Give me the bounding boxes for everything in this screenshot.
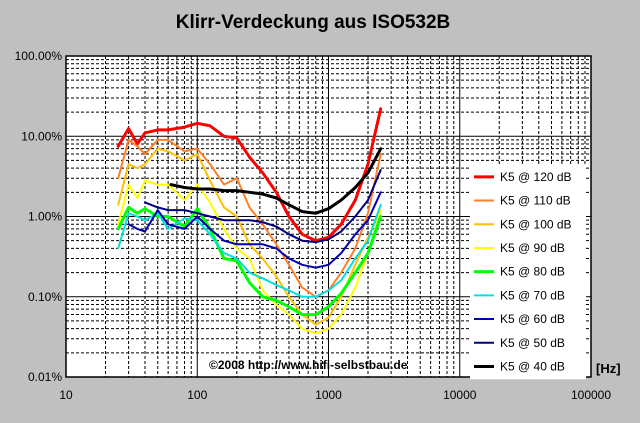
series-lines (116, 107, 383, 335)
series-line-2 (117, 147, 382, 326)
series-line-3 (117, 179, 382, 335)
series-line-0 (116, 107, 383, 243)
legend-label-5: K5 @ 70 dB (500, 288, 565, 302)
legend-label-4: K5 @ 80 dB (500, 265, 565, 279)
legend-label-6: K5 @ 60 dB (500, 312, 565, 326)
y-tick-label: 1.00% (28, 210, 62, 224)
legend-label-7: K5 @ 50 dB (500, 336, 565, 350)
chart-title: Klirr-Verdeckung aus ISO532B (176, 12, 451, 33)
legend-label-0: K5 @ 120 dB (500, 170, 572, 184)
copyright-annotation: ©2008 http://www.hifi-selbstbau.de (209, 358, 408, 372)
series-line-4 (116, 205, 383, 317)
y-tick-label: 10.00% (21, 129, 62, 143)
x-tick-label: 100 (187, 388, 207, 402)
y-tick-label: 0.10% (28, 290, 62, 304)
axis-tick-labels: 0.01% 0.10% 1.00% 10.00% 100.00% 10 100 1000 100… (15, 49, 612, 402)
x-tick-label: 100000 (571, 388, 611, 402)
x-tick-label: 1000 (315, 388, 342, 402)
legend-label-8: K5 @ 40 dB (500, 359, 565, 373)
legend-label-3: K5 @ 90 dB (500, 241, 565, 255)
x-tick-label: 10000 (443, 388, 477, 402)
legend-label-1: K5 @ 110 dB (500, 194, 571, 208)
series-line-7 (144, 169, 382, 244)
legend: K5 @ 120 dB K5 @ 110 dB K5 @ 100 dB K5 @ 90… (470, 164, 586, 380)
series-line-8 (169, 147, 383, 215)
legend-label-2: K5 @ 100 dB (500, 217, 572, 231)
y-tick-label: 0.01% (28, 370, 62, 384)
series-line-5 (117, 203, 382, 298)
x-tick-label: 10 (59, 388, 73, 402)
x-axis-unit-label: [Hz] (596, 361, 621, 376)
y-tick-label: 100.00% (15, 49, 63, 63)
series-line-6 (127, 191, 382, 269)
